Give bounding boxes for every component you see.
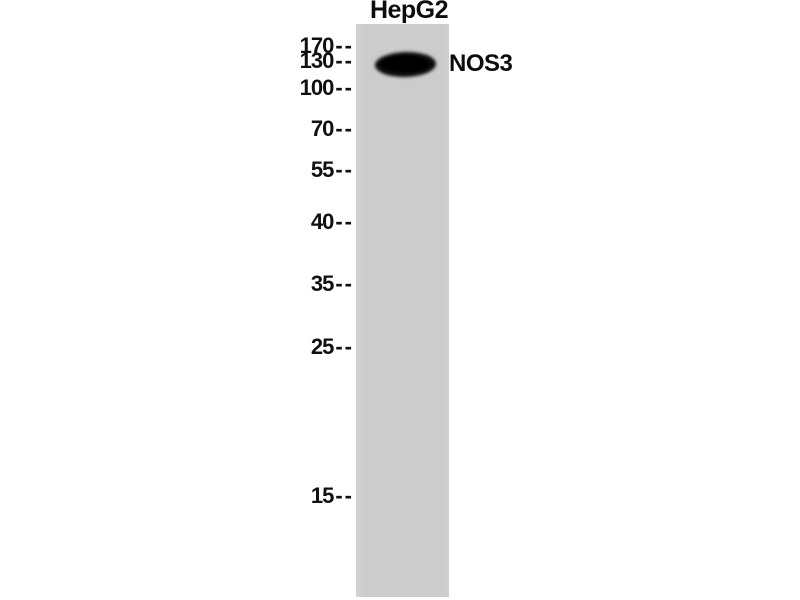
mw-value: 170 (299, 33, 335, 58)
mw-value: 25 (310, 334, 335, 359)
protein-band-core (381, 56, 429, 72)
tick-dashes: -- (335, 483, 354, 508)
tick-dashes: -- (335, 271, 354, 296)
mw-value: 130 (299, 48, 335, 73)
sample-label: HepG2 (369, 0, 449, 24)
mw-value: 100 (299, 75, 335, 100)
tick-dashes: -- (335, 334, 354, 359)
mw-value: 70 (310, 116, 335, 141)
mw-marker: 35 -- (0, 273, 354, 295)
tick-dashes: -- (335, 33, 354, 58)
tick-dashes: -- (335, 75, 354, 100)
mw-marker: 25 -- (0, 336, 354, 358)
mw-value: 40 (310, 209, 335, 234)
mw-marker: 100 -- (0, 77, 354, 99)
mw-value: 35 (310, 271, 335, 296)
band-label: NOS3 (449, 50, 513, 77)
tick-dashes: -- (335, 209, 354, 234)
mw-marker: 55 -- (0, 159, 354, 181)
mw-marker: 130 -- (0, 50, 354, 72)
tick-dashes: -- (335, 157, 354, 182)
mw-value: 55 (310, 157, 335, 182)
mw-marker: 15 -- (0, 485, 354, 507)
mw-marker: 170 -- (0, 35, 354, 57)
mw-value: 15 (310, 483, 335, 508)
gel-lane (356, 24, 449, 597)
tick-dashes: -- (335, 48, 354, 73)
mw-marker: 70 -- (0, 118, 354, 140)
tick-dashes: -- (335, 116, 354, 141)
mw-ladder: 170 -- 130 -- 100 -- 70 -- 55 -- 40 -- 35 -- 25 -- 15 -- (0, 0, 356, 600)
mw-marker: 40 -- (0, 211, 354, 233)
